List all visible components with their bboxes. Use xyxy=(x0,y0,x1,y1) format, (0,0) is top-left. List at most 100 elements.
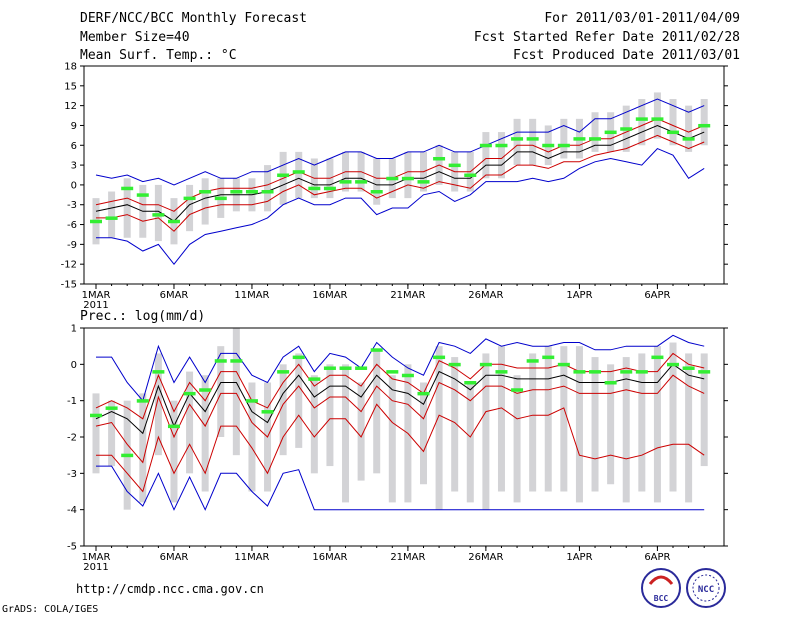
temp-observed-mark-16 xyxy=(323,186,336,191)
prec-observed-mark-19 xyxy=(370,348,383,352)
prec-spread-box-14 xyxy=(295,353,303,448)
temp-spread-box-38 xyxy=(669,99,677,146)
prec-observed-mark-2 xyxy=(105,406,118,410)
member-size-label: Member Size=40 xyxy=(80,30,190,45)
prec-xtick-label-37: 6APR xyxy=(644,552,670,563)
prec-mean-line xyxy=(95,363,705,435)
prec-spread-box-13 xyxy=(279,364,287,456)
temp-xtick-label-32: 1APR xyxy=(566,290,592,301)
temp-spread-box-27 xyxy=(497,132,505,179)
prec-spread-box-24 xyxy=(451,357,459,492)
temp-spread-box-36 xyxy=(638,99,646,146)
temp-spread-box-7 xyxy=(186,184,194,232)
prec-spread-box-26 xyxy=(482,353,490,510)
prec-observed-mark-14 xyxy=(292,355,305,360)
prec-spread-box-37 xyxy=(653,346,661,503)
prec-axis-label: Prec.: log(mm/d) xyxy=(80,309,206,324)
temp-ytick-label-18: 18 xyxy=(64,62,77,73)
temp-observed-mark-23 xyxy=(433,156,446,161)
temp-observed-mark-2 xyxy=(105,216,118,220)
temp-observed-mark-38 xyxy=(667,130,680,135)
prec-spread-box-23 xyxy=(435,346,443,510)
temp-observed-mark-21 xyxy=(401,176,414,181)
temp-xtick-label-37: 6APR xyxy=(644,290,670,301)
temp-observed-mark-12 xyxy=(261,190,274,194)
prec-ytick-label--4: -4 xyxy=(67,505,77,516)
prec-spread-box-40 xyxy=(700,353,708,467)
temp-xtick-label-21: 21MAR xyxy=(390,290,425,301)
prec-ytick-label--1: -1 xyxy=(67,396,77,407)
prec-xtick-label-11: 11MAR xyxy=(234,552,269,563)
prec-max-line xyxy=(96,334,705,402)
prec-spread-box-15 xyxy=(310,375,318,474)
prec-observed-mark-1 xyxy=(90,413,102,418)
prec-observed-mark-17 xyxy=(339,366,352,370)
prec-spread-box-6 xyxy=(170,400,178,503)
prec-observed-mark-34 xyxy=(604,381,617,385)
prec-spread-box-11 xyxy=(248,382,256,492)
temp-year-label: 2011 xyxy=(83,300,108,311)
source-url[interactable]: http://cmdp.ncc.cma.gov.cn xyxy=(76,582,264,596)
prec-spread-box-27 xyxy=(497,346,505,492)
prec-upper-line xyxy=(95,352,705,420)
temp-ytick-label--3: -3 xyxy=(67,200,77,211)
temp-observed-mark-31 xyxy=(557,143,570,148)
forecast-period: For 2011/03/01-2011/04/09 xyxy=(544,11,740,26)
prec-spread-box-18 xyxy=(357,382,365,481)
prec-observed-mark-11 xyxy=(245,399,258,403)
prec-ytick-label--5: -5 xyxy=(67,542,77,553)
temp-observed-mark-15 xyxy=(308,186,321,191)
temp-observed-mark-10 xyxy=(230,190,243,194)
prec-spread-box-32 xyxy=(575,346,583,503)
temp-spread-box-31 xyxy=(560,118,568,159)
ncc-logo: NCC xyxy=(686,568,726,608)
prec-observed-mark-30 xyxy=(542,355,555,360)
prec-spread-box-1 xyxy=(92,393,100,474)
temp-observed-mark-6 xyxy=(167,219,180,224)
temp-min-line xyxy=(96,148,705,266)
prec-observed-mark-31 xyxy=(557,362,570,367)
prec-spread-box-16 xyxy=(326,364,334,467)
prec-ytick-label--3: -3 xyxy=(67,469,77,480)
temp-lower-line xyxy=(96,134,705,232)
temp-observed-mark-39 xyxy=(682,137,695,141)
temp-ytick-label-0: 0 xyxy=(71,180,77,191)
prec-spread-box-19 xyxy=(373,349,381,474)
temp-observed-mark-14 xyxy=(292,170,305,174)
prec-xtick-label-21: 21MAR xyxy=(390,552,425,563)
prec-spread-box-20 xyxy=(388,375,396,503)
temp-spread-box-5 xyxy=(154,184,162,242)
temp-observed-mark-17 xyxy=(339,180,352,184)
prec-spread-box-9 xyxy=(217,346,225,437)
prec-observed-mark-29 xyxy=(526,359,539,363)
temp-observed-mark-34 xyxy=(604,130,617,135)
temp-spread-box-37 xyxy=(653,92,661,139)
temp-spread-box-26 xyxy=(482,132,490,179)
temp-spread-box-29 xyxy=(529,118,537,166)
prec-observed-mark-39 xyxy=(682,366,695,370)
temp-ytick-label-6: 6 xyxy=(71,141,77,152)
prec-observed-mark-15 xyxy=(308,377,321,381)
temp-spread-box-8 xyxy=(201,178,209,225)
prec-xtick-label-1: 1MAR xyxy=(82,552,111,563)
temp-observed-mark-4 xyxy=(136,193,149,197)
prec-spread-box-28 xyxy=(513,375,521,503)
prec-spread-box-36 xyxy=(638,353,646,492)
temp-ytick-label--12: -12 xyxy=(61,260,77,271)
temp-spread-box-2 xyxy=(108,191,116,238)
temp-observed-mark-24 xyxy=(448,163,461,168)
temp-ytick-label-15: 15 xyxy=(64,81,77,92)
prec-observed-mark-26 xyxy=(479,362,492,367)
temp-spread-box-21 xyxy=(404,151,412,199)
prec-ytick-label-1: 1 xyxy=(71,324,77,335)
temp-ytick-label--15: -15 xyxy=(61,280,77,291)
temp-observed-mark-29 xyxy=(526,137,539,141)
temp-ytick-label-12: 12 xyxy=(64,101,77,112)
temp-observed-mark-22 xyxy=(417,180,430,184)
temp-observed-mark-36 xyxy=(635,117,648,121)
temp-spread-box-39 xyxy=(685,105,693,152)
prec-spread-box-8 xyxy=(201,375,209,492)
temp-observed-mark-9 xyxy=(214,196,227,201)
temp-spread-box-33 xyxy=(591,112,599,152)
